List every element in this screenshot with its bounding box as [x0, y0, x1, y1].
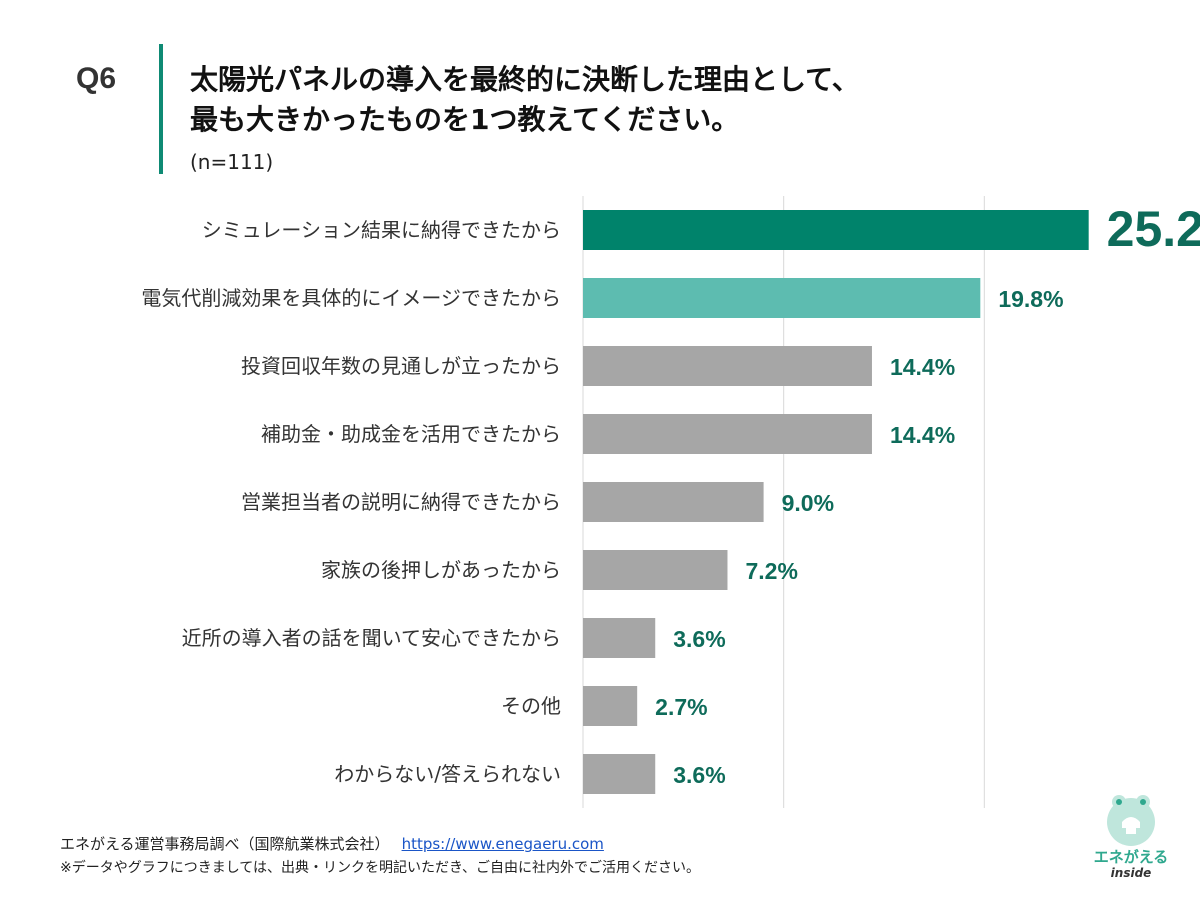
- category-label: 近所の導入者の話を聞いて安心できたから: [182, 626, 561, 650]
- bar: [583, 686, 638, 726]
- bar: [583, 482, 764, 522]
- source-line: エネがえる運営事務局調べ（国際航業株式会社） https://www.enegae…: [60, 833, 604, 854]
- category-label: その他: [501, 694, 561, 718]
- value-label: 9.0%: [782, 490, 834, 516]
- category-label: 投資回収年数の見通しが立ったから: [241, 354, 561, 378]
- logo-subtext: inside: [1110, 866, 1152, 880]
- bar: [583, 210, 1089, 250]
- question-title-line2: 最も大きかったものを1つ教えてください。: [190, 103, 740, 136]
- value-label: 25.2%: [1107, 201, 1200, 257]
- bar: [583, 550, 728, 590]
- source-text: エネがえる運営事務局調べ（国際航業株式会社）: [60, 835, 390, 853]
- value-label: 3.6%: [673, 762, 725, 788]
- usage-note: ※データやグラフにつきましては、出典・リンクを明記いただき、ご自由に社内外でご活…: [60, 860, 701, 876]
- title-divider: [159, 44, 163, 174]
- value-label: 3.6%: [673, 626, 725, 652]
- question-title: 太陽光パネルの導入を最終的に決断した理由として、 最も大きかったものを1つ教えて…: [190, 60, 1090, 140]
- value-label: 19.8%: [998, 286, 1063, 312]
- category-label: シミュレーション結果に納得できたから: [202, 218, 561, 242]
- question-number: Q6: [76, 62, 117, 95]
- sample-size: (n=111): [190, 150, 274, 174]
- category-label: わからない/答えられない: [334, 762, 561, 786]
- bar: [583, 414, 872, 454]
- category-label: 家族の後押しがあったから: [321, 558, 561, 582]
- category-label: 補助金・助成金を活用できたから: [261, 422, 561, 446]
- bar: [583, 278, 981, 318]
- enegaeru-logo-icon: [1107, 795, 1155, 846]
- value-label: 2.7%: [655, 694, 707, 720]
- category-label: 営業担当者の説明に納得できたから: [241, 490, 561, 514]
- source-link[interactable]: https://www.enegaeru.com: [401, 835, 604, 853]
- bar: [583, 754, 656, 794]
- question-title-line1: 太陽光パネルの導入を最終的に決断した理由として、: [190, 63, 860, 96]
- value-label: 14.4%: [890, 354, 955, 380]
- value-label: 14.4%: [890, 422, 955, 448]
- bar: [583, 346, 872, 386]
- category-label: 電気代削減効果を具体的にイメージできたから: [141, 286, 561, 310]
- value-label: 7.2%: [745, 558, 797, 584]
- logo-text: エネがえる: [1093, 848, 1169, 866]
- bar: [583, 618, 656, 658]
